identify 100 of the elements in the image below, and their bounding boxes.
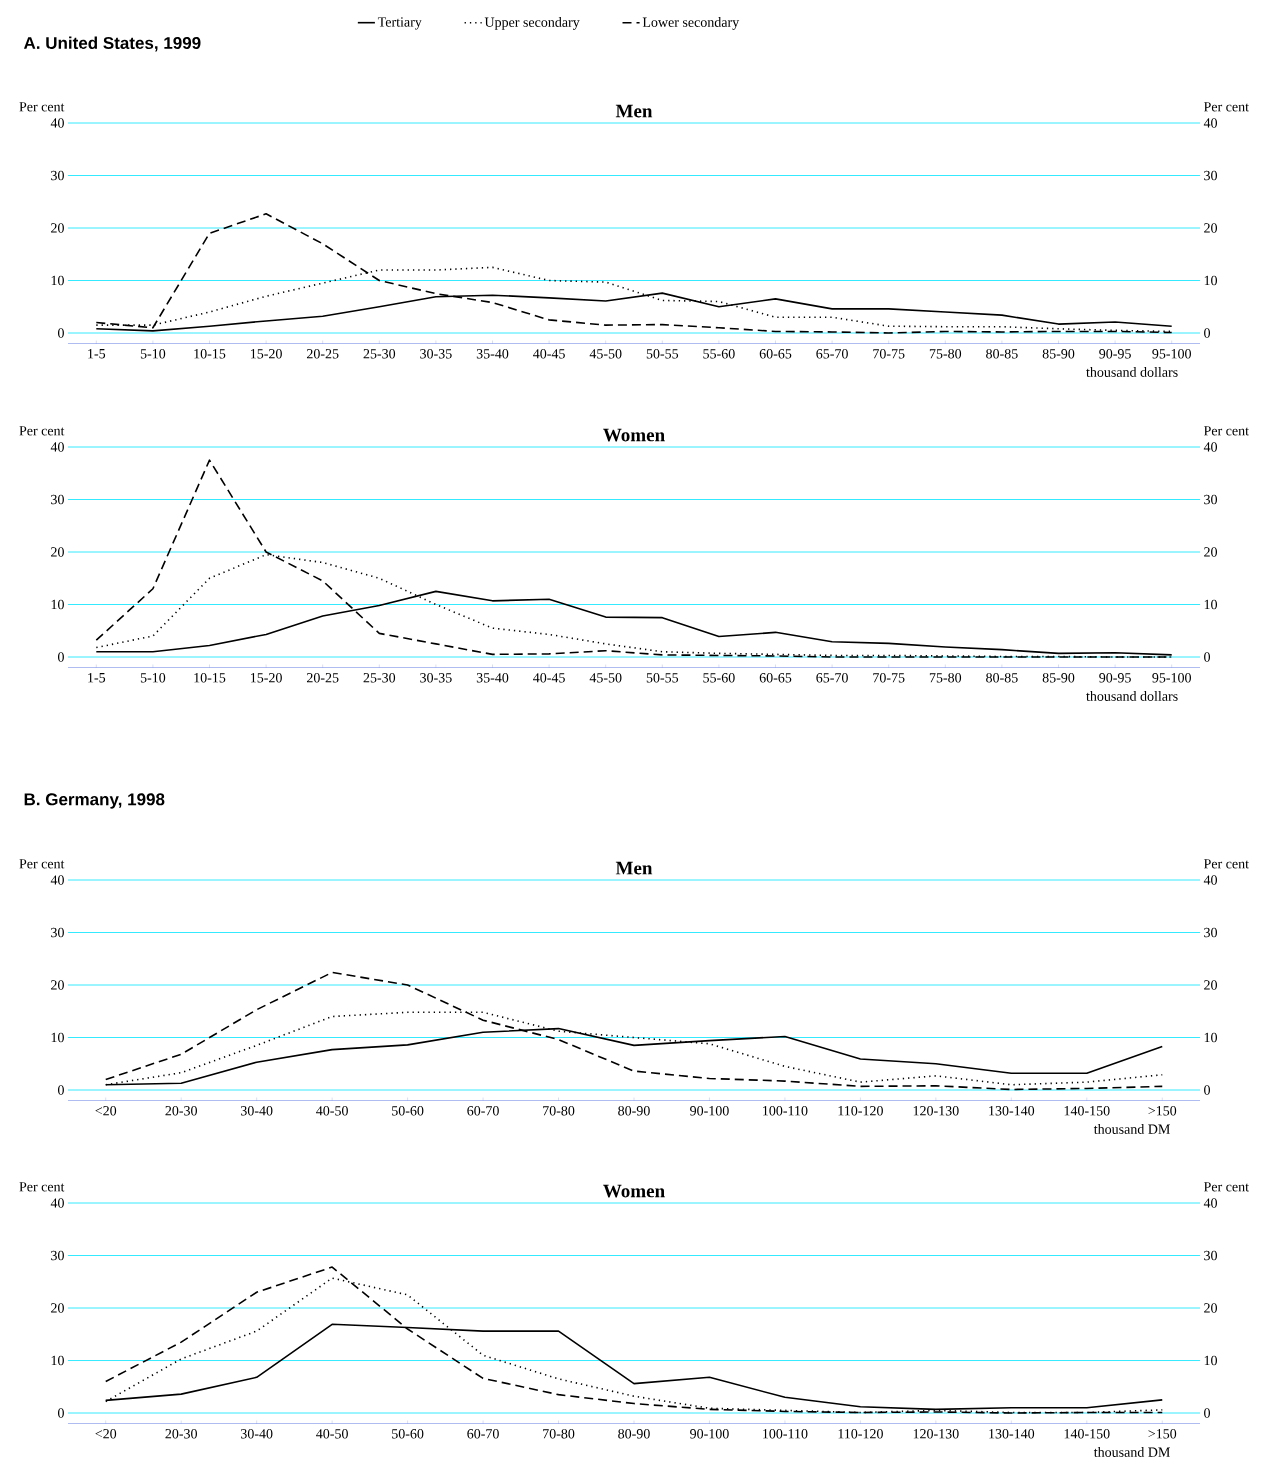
x-tick-label: 50-55 (646, 349, 679, 359)
y2-tick-label: 10 (1204, 275, 1218, 286)
x-tick-label: 100-110 (763, 1106, 808, 1116)
y2-tick-label: 20 (1204, 223, 1218, 233)
y2-tick-label: 30 (1204, 1250, 1217, 1261)
x-tick-label: >150 (1148, 1106, 1177, 1116)
y2-tick-label: 40 (1203, 875, 1217, 885)
y-tick-label: 20 (51, 223, 64, 233)
y-tick-label: 30 (51, 927, 64, 938)
x-tick-label: 60-70 (467, 1429, 499, 1439)
text: A. United States, 1999 (23, 36, 201, 52)
y-tick-label: 40 (50, 875, 64, 885)
x-tick-label: 120-130 (913, 1429, 959, 1439)
x-tick-label: 70-80 (543, 1106, 575, 1116)
y-tick-label: 10 (51, 1032, 64, 1043)
x-tick-label: 130-140 (989, 1106, 1035, 1116)
y-tick-label: 0 (58, 1408, 64, 1418)
x-tick-label: 95-100 (1152, 673, 1191, 683)
x-tick-label: 30-35 (420, 349, 452, 359)
x-tick-label: 25-30 (363, 673, 396, 683)
x-tick-label: 80-90 (618, 1106, 650, 1116)
y2-tick-label: 10 (1204, 1032, 1217, 1043)
y2-tick-label: 10 (1204, 599, 1218, 610)
x-tick-label: 65-70 (816, 349, 848, 359)
x-tick-label: 55-60 (703, 673, 735, 683)
y2-axis-title: Per cent (1203, 1182, 1249, 1192)
x-tick-label: 10-15 (194, 673, 226, 683)
x-tick-label: 40-50 (316, 1429, 348, 1439)
y2-tick-label: 30 (1204, 927, 1217, 938)
x-tick-label: 20-25 (306, 349, 339, 359)
x-tick-label: 90-100 (690, 1106, 729, 1116)
y2-tick-label: 40 (1203, 118, 1218, 128)
x-tick-label: 140-150 (1064, 1429, 1110, 1439)
x-tick-label: <20 (95, 1106, 117, 1116)
y-tick-label: 20 (51, 547, 64, 557)
x-tick-label: 45-50 (589, 349, 622, 359)
x-tick-label: 90-95 (1099, 673, 1131, 683)
x-tick-label: 40-45 (533, 349, 565, 359)
x-tick-label: >150 (1148, 1429, 1177, 1439)
y2-tick-label: 30 (1204, 494, 1218, 505)
y-tick-label: 0 (58, 652, 64, 662)
x-tick-label: 60-65 (759, 349, 792, 359)
x-tick-label: 40-50 (316, 1106, 348, 1116)
y-axis-title: Per cent (19, 426, 65, 436)
x-tick-label: 110-120 (838, 1429, 883, 1439)
x-tick-label: 20-25 (306, 673, 339, 683)
x-tick-label: 140-150 (1064, 1106, 1110, 1116)
y-tick-label: 10 (51, 599, 64, 610)
y2-tick-label: 0 (1204, 1085, 1210, 1095)
y2-tick-label: 40 (1203, 1198, 1217, 1208)
y-tick-label: 20 (51, 980, 64, 990)
x-tick-label: 10-15 (194, 349, 226, 359)
x-tick-label: 75-80 (929, 673, 962, 683)
x-tick-label: 55-60 (703, 349, 735, 359)
x-tick-label: 85-90 (1042, 349, 1075, 359)
y2-tick-label: 40 (1203, 442, 1218, 452)
y2-tick-label: 0 (1204, 328, 1211, 338)
x-tick-label: 50-60 (392, 1106, 424, 1116)
y2-axis-title: Per cent (1203, 426, 1249, 436)
x-tick-label: 100-110 (763, 1429, 808, 1439)
x-axis-title: thousand dollars (1086, 691, 1178, 701)
x-tick-label: 5-10 (140, 673, 166, 683)
legend-label: Upper secondary (484, 17, 580, 30)
y-tick-label: 30 (51, 1250, 64, 1261)
x-tick-label: 15-20 (250, 349, 282, 359)
y2-tick-label: 10 (1204, 1355, 1217, 1366)
y-axis-title: Per cent (19, 102, 65, 112)
chart-title: Women (603, 428, 665, 442)
x-tick-label: 120-130 (913, 1106, 959, 1116)
x-tick-label: 80-85 (986, 673, 1018, 683)
y-tick-label: 0 (58, 328, 64, 338)
legend-label: Tertiary (377, 17, 422, 30)
x-tick-label: 35-40 (476, 673, 509, 683)
x-tick-label: 75-80 (929, 349, 962, 359)
x-tick-label: 30-40 (241, 1429, 273, 1439)
x-tick-label: 60-65 (759, 673, 792, 683)
y2-tick-label: 0 (1204, 652, 1211, 662)
x-tick-label: 110-120 (838, 1106, 883, 1116)
x-tick-label: 1-5 (88, 349, 106, 359)
x-tick-label: 50-60 (392, 1429, 424, 1439)
y2-tick-label: 0 (1204, 1408, 1210, 1418)
x-tick-label: 90-95 (1099, 349, 1131, 359)
x-tick-label: 45-50 (589, 673, 622, 683)
y2-tick-label: 20 (1204, 1303, 1217, 1313)
y2-axis-title: Per cent (1203, 102, 1249, 112)
x-tick-label: 70-75 (873, 349, 905, 359)
y-tick-label: 10 (51, 1355, 64, 1366)
x-tick-label: 1-5 (88, 673, 106, 683)
y-tick-label: 30 (51, 494, 64, 505)
x-tick-label: 95-100 (1152, 349, 1191, 359)
y-axis-title: Per cent (19, 859, 65, 869)
x-tick-label: 80-90 (618, 1429, 650, 1439)
y-axis-title: Per cent (19, 1182, 65, 1192)
x-tick-label: 65-70 (816, 673, 848, 683)
x-tick-label: 50-55 (646, 673, 679, 683)
x-tick-label: 80-85 (986, 349, 1018, 359)
x-tick-label: 70-75 (873, 673, 905, 683)
chart-title: Women (603, 1184, 665, 1198)
x-tick-label: 40-45 (533, 673, 565, 683)
x-tick-label: 15-20 (250, 673, 282, 683)
